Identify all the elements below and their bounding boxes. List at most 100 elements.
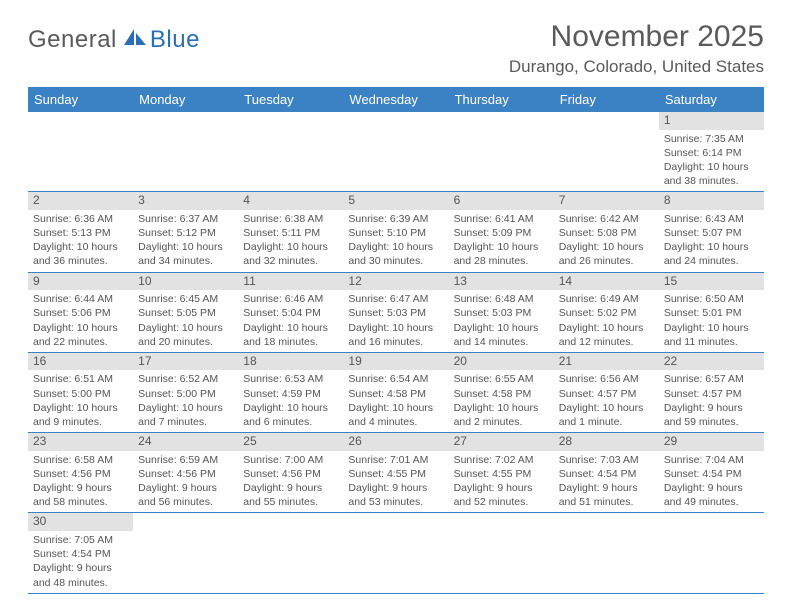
day-number: 12 [343, 273, 448, 291]
sunrise-text: Sunrise: 7:05 AM [33, 533, 128, 547]
sunset-text: Sunset: 4:59 PM [243, 387, 338, 401]
calendar-table: SundayMondayTuesdayWednesdayThursdayFrid… [28, 87, 764, 594]
sunset-text: Sunset: 5:03 PM [454, 306, 549, 320]
sunrise-text: Sunrise: 6:52 AM [138, 372, 233, 386]
weekday-header: Friday [554, 88, 659, 112]
day-number: 10 [133, 273, 238, 291]
day-number: 7 [554, 192, 659, 210]
sunrise-text: Sunrise: 6:43 AM [664, 212, 759, 226]
calendar-day-cell [554, 112, 659, 192]
sunset-text: Sunset: 4:54 PM [559, 467, 654, 481]
calendar-week-row: 9Sunrise: 6:44 AMSunset: 5:06 PMDaylight… [28, 272, 764, 352]
sunset-text: Sunset: 4:55 PM [454, 467, 549, 481]
sunrise-text: Sunrise: 6:44 AM [33, 292, 128, 306]
sunset-text: Sunset: 4:56 PM [33, 467, 128, 481]
calendar-day-cell: 14Sunrise: 6:49 AMSunset: 5:02 PMDayligh… [554, 272, 659, 352]
day-number: 29 [659, 433, 764, 451]
daylight-text: Daylight: 10 hours and 6 minutes. [243, 401, 338, 429]
day-content: Sunrise: 6:51 AMSunset: 5:00 PMDaylight:… [28, 370, 133, 432]
daylight-text: Daylight: 9 hours and 59 minutes. [664, 401, 759, 429]
day-number: 11 [238, 273, 343, 291]
day-content: Sunrise: 7:03 AMSunset: 4:54 PMDaylight:… [554, 451, 659, 513]
sunrise-text: Sunrise: 6:39 AM [348, 212, 443, 226]
weekday-header: Thursday [449, 88, 554, 112]
sunset-text: Sunset: 5:06 PM [33, 306, 128, 320]
sunset-text: Sunset: 5:01 PM [664, 306, 759, 320]
sunset-text: Sunset: 5:05 PM [138, 306, 233, 320]
sunset-text: Sunset: 4:58 PM [454, 387, 549, 401]
daylight-text: Daylight: 10 hours and 34 minutes. [138, 240, 233, 268]
daylight-text: Daylight: 10 hours and 4 minutes. [348, 401, 443, 429]
day-content: Sunrise: 6:39 AMSunset: 5:10 PMDaylight:… [343, 210, 448, 272]
calendar-day-cell [449, 513, 554, 593]
calendar-day-cell: 17Sunrise: 6:52 AMSunset: 5:00 PMDayligh… [133, 352, 238, 432]
calendar-day-cell: 30Sunrise: 7:05 AMSunset: 4:54 PMDayligh… [28, 513, 133, 593]
daylight-text: Daylight: 9 hours and 49 minutes. [664, 481, 759, 509]
day-content: Sunrise: 6:48 AMSunset: 5:03 PMDaylight:… [449, 290, 554, 352]
sunrise-text: Sunrise: 6:54 AM [348, 372, 443, 386]
sunset-text: Sunset: 4:55 PM [348, 467, 443, 481]
sunset-text: Sunset: 5:02 PM [559, 306, 654, 320]
sunset-text: Sunset: 6:14 PM [664, 146, 759, 160]
sunset-text: Sunset: 5:09 PM [454, 226, 549, 240]
day-content: Sunrise: 6:36 AMSunset: 5:13 PMDaylight:… [28, 210, 133, 272]
logo-text-blue: Blue [150, 26, 200, 54]
day-content: Sunrise: 6:56 AMSunset: 4:57 PMDaylight:… [554, 370, 659, 432]
sunrise-text: Sunrise: 6:57 AM [664, 372, 759, 386]
calendar-day-cell: 20Sunrise: 6:55 AMSunset: 4:58 PMDayligh… [449, 352, 554, 432]
calendar-day-cell [238, 513, 343, 593]
calendar-day-cell: 4Sunrise: 6:38 AMSunset: 5:11 PMDaylight… [238, 192, 343, 272]
daylight-text: Daylight: 10 hours and 32 minutes. [243, 240, 338, 268]
day-number: 21 [554, 353, 659, 371]
day-number: 15 [659, 273, 764, 291]
sunset-text: Sunset: 5:11 PM [243, 226, 338, 240]
sunset-text: Sunset: 5:00 PM [138, 387, 233, 401]
calendar-day-cell [343, 112, 448, 192]
sunset-text: Sunset: 4:57 PM [664, 387, 759, 401]
calendar-day-cell: 18Sunrise: 6:53 AMSunset: 4:59 PMDayligh… [238, 352, 343, 432]
calendar-day-cell: 5Sunrise: 6:39 AMSunset: 5:10 PMDaylight… [343, 192, 448, 272]
day-content: Sunrise: 7:04 AMSunset: 4:54 PMDaylight:… [659, 451, 764, 513]
sunrise-text: Sunrise: 6:51 AM [33, 372, 128, 386]
daylight-text: Daylight: 10 hours and 30 minutes. [348, 240, 443, 268]
sunset-text: Sunset: 4:56 PM [243, 467, 338, 481]
day-number: 20 [449, 353, 554, 371]
sunset-text: Sunset: 4:57 PM [559, 387, 654, 401]
calendar-day-cell [133, 513, 238, 593]
sunrise-text: Sunrise: 6:55 AM [454, 372, 549, 386]
day-number: 26 [343, 433, 448, 451]
sunset-text: Sunset: 5:07 PM [664, 226, 759, 240]
sunrise-text: Sunrise: 6:56 AM [559, 372, 654, 386]
day-number: 17 [133, 353, 238, 371]
day-content: Sunrise: 6:53 AMSunset: 4:59 PMDaylight:… [238, 370, 343, 432]
daylight-text: Daylight: 10 hours and 20 minutes. [138, 321, 233, 349]
sunset-text: Sunset: 4:58 PM [348, 387, 443, 401]
calendar-day-cell: 25Sunrise: 7:00 AMSunset: 4:56 PMDayligh… [238, 433, 343, 513]
daylight-text: Daylight: 9 hours and 58 minutes. [33, 481, 128, 509]
sunset-text: Sunset: 4:54 PM [33, 547, 128, 561]
day-content: Sunrise: 6:45 AMSunset: 5:05 PMDaylight:… [133, 290, 238, 352]
calendar-week-row: 23Sunrise: 6:58 AMSunset: 4:56 PMDayligh… [28, 433, 764, 513]
day-content: Sunrise: 6:47 AMSunset: 5:03 PMDaylight:… [343, 290, 448, 352]
sunrise-text: Sunrise: 6:37 AM [138, 212, 233, 226]
day-content: Sunrise: 6:37 AMSunset: 5:12 PMDaylight:… [133, 210, 238, 272]
location: Durango, Colorado, United States [509, 57, 764, 77]
calendar-week-row: 2Sunrise: 6:36 AMSunset: 5:13 PMDaylight… [28, 192, 764, 272]
weekday-header: Wednesday [343, 88, 448, 112]
day-content: Sunrise: 6:41 AMSunset: 5:09 PMDaylight:… [449, 210, 554, 272]
day-content: Sunrise: 6:49 AMSunset: 5:02 PMDaylight:… [554, 290, 659, 352]
day-content: Sunrise: 6:58 AMSunset: 4:56 PMDaylight:… [28, 451, 133, 513]
sunset-text: Sunset: 5:12 PM [138, 226, 233, 240]
day-content: Sunrise: 7:00 AMSunset: 4:56 PMDaylight:… [238, 451, 343, 513]
day-number: 19 [343, 353, 448, 371]
sunset-text: Sunset: 5:13 PM [33, 226, 128, 240]
calendar-day-cell [449, 112, 554, 192]
weekday-header-row: SundayMondayTuesdayWednesdayThursdayFrid… [28, 88, 764, 112]
day-content: Sunrise: 6:54 AMSunset: 4:58 PMDaylight:… [343, 370, 448, 432]
calendar-day-cell [659, 513, 764, 593]
calendar-day-cell: 24Sunrise: 6:59 AMSunset: 4:56 PMDayligh… [133, 433, 238, 513]
day-number: 14 [554, 273, 659, 291]
calendar-day-cell: 9Sunrise: 6:44 AMSunset: 5:06 PMDaylight… [28, 272, 133, 352]
daylight-text: Daylight: 10 hours and 12 minutes. [559, 321, 654, 349]
sunrise-text: Sunrise: 6:53 AM [243, 372, 338, 386]
